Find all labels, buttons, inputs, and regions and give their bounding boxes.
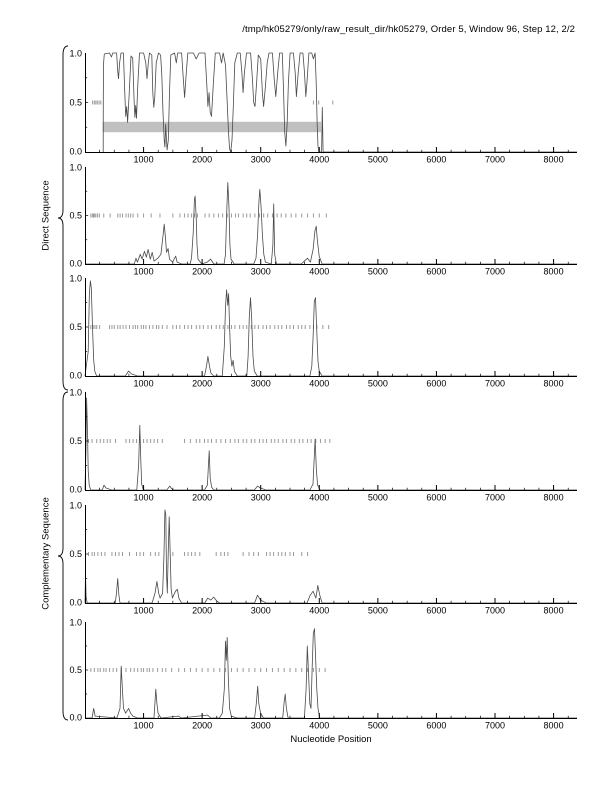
x-tick-label: 2000 — [192, 721, 212, 731]
x-tick-label: 2000 — [192, 155, 212, 165]
y-tick-label: 0.0 — [69, 485, 82, 495]
x-tick-label: 1000 — [134, 721, 154, 731]
complementary-group-brace-icon — [57, 391, 69, 721]
x-tick-label: 4000 — [309, 267, 329, 277]
y-tick-label: 1.0 — [69, 274, 82, 284]
x-tick-label: 5000 — [368, 493, 388, 503]
y-tick-label: 0.5 — [69, 665, 82, 675]
x-tick-label: 2000 — [192, 493, 212, 503]
x-tick-label: 8000 — [544, 155, 564, 165]
codon-marker-ticks — [88, 439, 331, 443]
codon-marker-ticks — [92, 100, 334, 105]
y-tick-label: 0.0 — [69, 713, 82, 723]
coding-potential-curve — [102, 52, 577, 153]
x-tick-label: 2000 — [192, 267, 212, 277]
x-tick-label: 3000 — [251, 493, 271, 503]
x-tick-label: 6000 — [426, 606, 446, 616]
x-tick-label: 8000 — [544, 493, 564, 503]
x-tick-label: 8000 — [544, 379, 564, 389]
codon-marker-ticks — [88, 552, 309, 556]
y-tick-label: 0.0 — [69, 147, 82, 157]
x-tick-label: 8000 — [544, 267, 564, 277]
x-tick-label: 1000 — [134, 379, 154, 389]
x-tick-label: 4000 — [309, 379, 329, 389]
y-tick-label: 1.0 — [69, 501, 82, 511]
x-tick-label: 1000 — [134, 155, 154, 165]
x-tick-label: 1000 — [134, 606, 154, 616]
y-tick-label: 0.0 — [69, 259, 82, 269]
direct-group-brace-icon — [57, 45, 69, 391]
coding-potential-curve — [85, 182, 577, 265]
codon-marker-ticks — [90, 668, 326, 672]
x-tick-label: 6000 — [426, 721, 446, 731]
x-tick-label: 8000 — [544, 721, 564, 731]
codon-marker-ticks — [90, 325, 330, 329]
x-tick-label: 4000 — [309, 155, 329, 165]
x-tick-label: 2000 — [192, 379, 212, 389]
y-tick-label: 1.0 — [69, 49, 82, 59]
x-tick-label: 8000 — [544, 606, 564, 616]
y-tick-label: 0.0 — [69, 598, 82, 608]
coding-potential-curve — [84, 509, 577, 604]
y-tick-label: 0.5 — [69, 211, 82, 221]
x-tick-label: 3000 — [251, 721, 271, 731]
x-tick-label: 7000 — [485, 606, 505, 616]
y-tick-label: 1.0 — [69, 163, 82, 173]
coding-potential-curve — [85, 628, 577, 719]
x-tick-label: 3000 — [251, 606, 271, 616]
x-axis-label: Nucleotide Position — [290, 734, 372, 745]
coding-potential-curve — [84, 397, 577, 491]
x-tick-label: 7000 — [485, 267, 505, 277]
plot-title: /tmp/hk05279/only/raw_result_dir/hk05279… — [242, 24, 575, 35]
x-tick-label: 7000 — [485, 721, 505, 731]
y-tick-label: 0.5 — [69, 98, 82, 108]
x-tick-label: 4000 — [309, 493, 329, 503]
x-tick-label: 4000 — [309, 606, 329, 616]
x-tick-label: 2000 — [192, 606, 212, 616]
predicted-region-band — [102, 121, 322, 133]
x-tick-label: 5000 — [368, 606, 388, 616]
x-tick-label: 6000 — [426, 493, 446, 503]
x-tick-label: 5000 — [368, 155, 388, 165]
x-tick-label: 7000 — [485, 155, 505, 165]
y-tick-label: 1.0 — [69, 388, 82, 398]
y-tick-label: 0.0 — [69, 371, 82, 381]
y-tick-label: 0.5 — [69, 549, 82, 559]
x-tick-label: 7000 — [485, 379, 505, 389]
x-tick-label: 6000 — [426, 267, 446, 277]
x-tick-label: 3000 — [251, 155, 271, 165]
x-tick-label: 3000 — [251, 379, 271, 389]
x-tick-label: 6000 — [426, 379, 446, 389]
x-tick-label: 6000 — [426, 155, 446, 165]
codon-marker-ticks — [90, 213, 327, 218]
y-tick-label: 0.5 — [69, 322, 82, 332]
y-tick-label: 1.0 — [69, 618, 82, 628]
x-tick-label: 1000 — [134, 267, 154, 277]
x-tick-label: 5000 — [368, 379, 388, 389]
x-tick-label: 5000 — [368, 721, 388, 731]
x-tick-label: 7000 — [485, 493, 505, 503]
x-tick-label: 3000 — [251, 267, 271, 277]
x-tick-label: 1000 — [134, 493, 154, 503]
y-tick-label: 0.5 — [69, 436, 82, 446]
x-tick-label: 4000 — [309, 721, 329, 731]
x-tick-label: 5000 — [368, 267, 388, 277]
